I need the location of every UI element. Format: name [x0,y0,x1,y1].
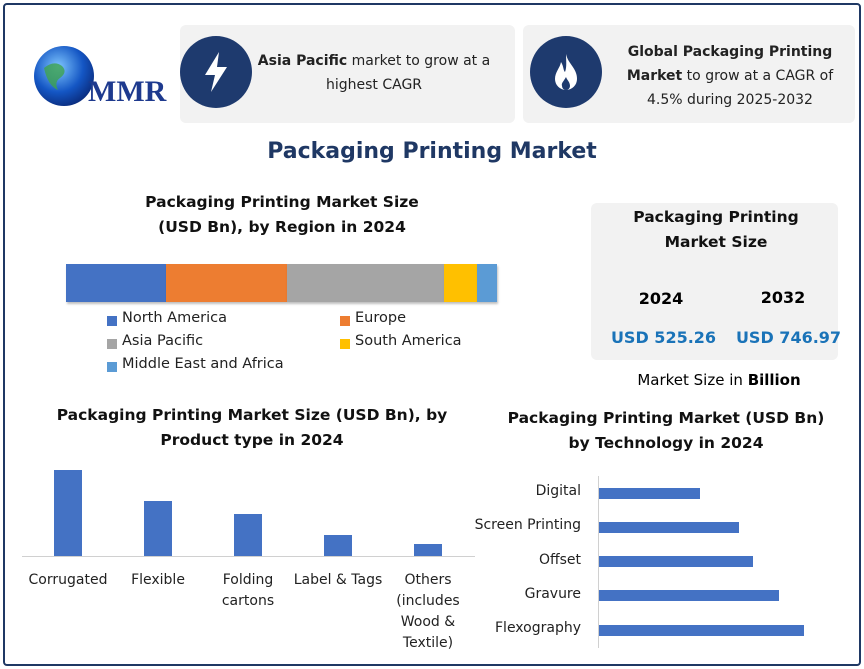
market-note: Market Size in Billion [591,371,847,389]
legend-label: South America [355,333,462,349]
bar [599,521,739,533]
bar [324,535,352,556]
chart-title: Packaging Printing Market Size (USD Bn),… [145,193,419,236]
y-tick-label: Screen Printing [474,517,581,534]
highlight-bold: Asia Pacific [257,53,348,69]
bar-segment [477,264,497,302]
bar [54,470,82,556]
bar [599,487,700,499]
x-tick-label: Label & Tags [293,572,383,588]
icon [180,36,252,108]
highlight-rest: to grow at a CAGR of 4.5% during 2025-20… [647,68,834,108]
y-tick-label: Digital [535,483,581,499]
y-tick-label: Flexography [495,620,581,637]
bar [599,590,779,602]
legend-swatch [107,362,117,372]
legend-label: Europe [355,310,406,326]
year: 2032 [760,288,806,307]
bar [414,544,442,556]
bar [144,500,172,556]
logo: MMR [34,46,167,108]
legend-label: North America [122,310,227,326]
x-tick-label: Folding cartons [221,572,275,609]
page-title: Packaging Printing Market [267,139,597,164]
x-tick-label: Others (includes Wood & Textile) [396,572,460,651]
bar [234,514,262,556]
highlight-rest: market to grow at a highest CAGR [325,53,491,93]
legend-swatch [107,339,117,349]
x-tick-label: Corrugated [28,572,108,588]
note-bold: Billion [747,371,801,389]
highlight-box: Global Packaging Printing Market to grow… [523,25,855,123]
y-axis [598,476,599,648]
x-tick-label: Flexible [131,572,185,588]
x-axis [22,556,475,557]
bar-segment [166,264,288,302]
icon [530,36,602,108]
chart-title: Packaging Printing Market (USD Bn) by Te… [507,409,825,452]
bar [599,624,804,636]
legend-label: Middle East and Africa [122,356,284,372]
legend-label: Asia Pacific [122,333,204,349]
market-size-title: Packaging Printing Market Size [633,208,799,251]
legend-swatch [107,316,117,326]
market-size-box: Packaging Printing Market Size 2024 2032… [591,203,841,360]
frame [3,3,861,666]
logo-text: MMR [88,75,167,108]
chart-title: Packaging Printing Market Size (USD Bn),… [56,406,448,449]
legend-swatch [340,316,350,326]
bar [599,556,754,568]
bar-segment [287,264,445,302]
market-value: USD 746.97 [735,328,842,347]
highlight-text: Asia Pacific market to grow at a highest… [254,49,494,97]
market-value: USD 525.26 [610,328,717,347]
highlight-box: Asia Pacific market to grow at a highest… [180,25,515,123]
bar-segment [444,264,478,302]
highlight-bold: Global Packaging Printing Market [626,44,833,84]
y-tick-label: Offset [538,551,581,568]
y-tick-label: Gravure [524,585,581,602]
legend-swatch [340,339,350,349]
highlight-text: Global Packaging Printing Market to grow… [615,40,845,112]
bar-segment [66,264,167,302]
year: 2024 [638,289,684,308]
note-text: Market Size in [637,371,743,389]
